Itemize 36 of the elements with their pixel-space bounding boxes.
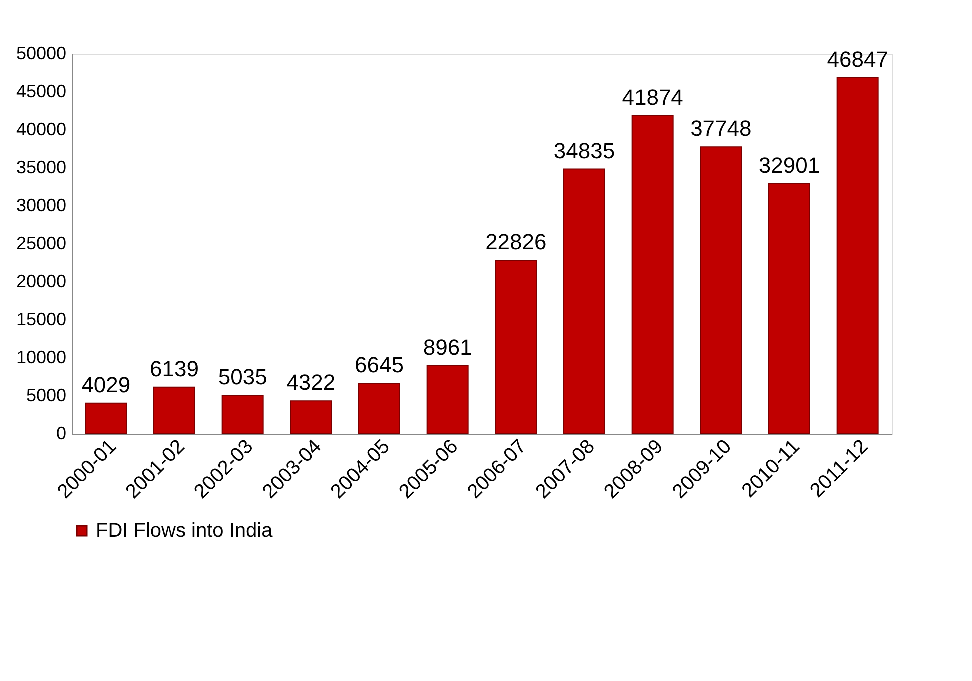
bar (85, 402, 128, 434)
bar (426, 365, 469, 434)
data-label: 41874 (622, 84, 684, 110)
bar (768, 183, 810, 434)
legend-label: FDI Flows into India (96, 520, 274, 542)
bar (222, 395, 264, 434)
bar (154, 386, 196, 434)
y-tick-label: 30000 (16, 196, 66, 216)
bar (495, 260, 538, 434)
data-label: 6139 (150, 356, 199, 382)
bar (564, 168, 606, 434)
data-label: 4322 (286, 370, 336, 396)
data-label: 5035 (218, 364, 268, 390)
y-tick-label: 5000 (26, 386, 66, 406)
y-tick-label: 10000 (16, 348, 66, 368)
data-label: 34835 (554, 138, 616, 164)
data-label: 32901 (758, 152, 820, 178)
y-tick-label: 45000 (16, 82, 66, 102)
y-tick-label: 15000 (16, 310, 66, 330)
y-tick-label: 50000 (16, 44, 66, 64)
data-label: 37748 (690, 116, 752, 142)
y-tick-label: 40000 (16, 120, 66, 140)
bar (700, 146, 742, 434)
data-label: 6645 (355, 352, 404, 378)
data-label: 22826 (486, 230, 547, 255)
y-tick-label: 25000 (16, 234, 66, 254)
bar (358, 383, 400, 434)
data-label: 4029 (82, 372, 131, 398)
bar (836, 77, 879, 434)
y-tick-label: 35000 (16, 158, 66, 178)
bar (632, 115, 674, 434)
y-tick-label: 0 (56, 424, 66, 444)
data-label: 8961 (423, 334, 472, 360)
y-tick-label: 20000 (16, 272, 66, 292)
data-label: 46847 (827, 46, 888, 72)
bar (290, 400, 332, 434)
